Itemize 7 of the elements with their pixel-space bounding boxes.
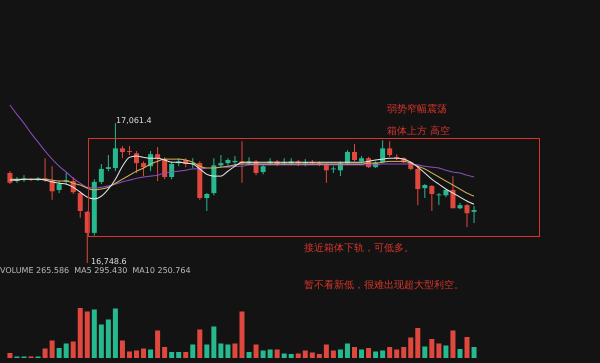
annotation: 箱体上方 高空 [387,124,450,138]
annotation: 接近箱体下轨，可低多。 [304,242,414,255]
annotation: 17,061.4 [116,116,152,125]
annotation: 16,748.6 [91,257,127,266]
text: 弱势窄幅震荡 [387,102,447,116]
text: VOLUME 265.586 MA5 295.430 MA10 250.764 [0,266,191,275]
text: 暂不看新低，很难出现超大型利空。 [304,278,464,292]
